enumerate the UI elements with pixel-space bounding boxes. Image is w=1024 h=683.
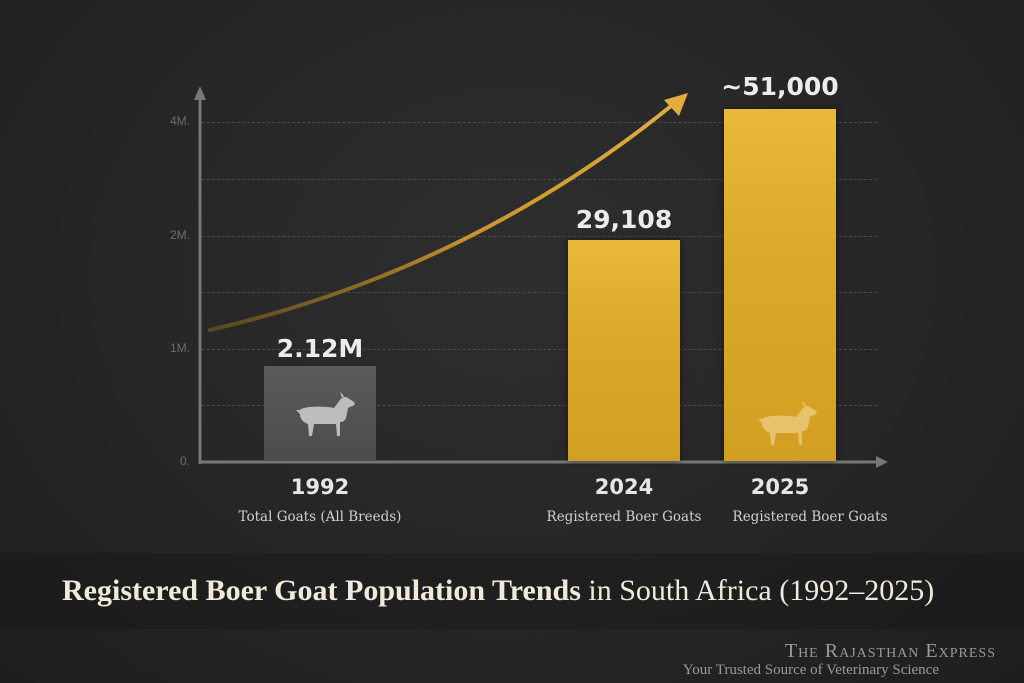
title-band [0, 553, 1024, 629]
x-sublabel-2025: Registered Boer Goats [732, 509, 888, 525]
goat-icon [758, 401, 817, 445]
bar-2024 [568, 240, 680, 461]
y-axis-arrow-icon [194, 86, 206, 100]
x-label-1992: 1992 [290, 475, 350, 499]
brand-name: The Rajasthan Express [784, 640, 996, 662]
bar-1992 [264, 366, 376, 461]
x-axis-arrow-icon [876, 456, 888, 468]
y-tick-1m: 1M. [169, 341, 190, 355]
y-tick-4m: 4M. [169, 114, 190, 128]
gridline [202, 349, 877, 350]
chart-title-regular: in South Africa (1992–2025) [580, 574, 935, 607]
x-label-2024: 2024 [594, 475, 654, 499]
x-sublabel-2024: Registered Boer Goats [546, 509, 702, 525]
chart-title-bold: Registered Boer Goat Population Trends [62, 574, 581, 607]
brand-tagline: Your Trusted Source of Veterinary Scienc… [682, 662, 939, 678]
value-label-2025: ~51,000 [721, 72, 839, 101]
value-label-1992: 2.12M [276, 334, 364, 363]
gridline [202, 179, 877, 180]
gridline [202, 292, 877, 293]
gridline [202, 405, 877, 406]
chart-title: Registered Boer Goat Population Trends i… [62, 574, 934, 608]
x-sublabel-1992: Total Goats (All Breeds) [238, 509, 402, 525]
x-label-2025: 2025 [750, 475, 810, 499]
y-tick-2m: 2M. [169, 228, 190, 242]
value-label-2024: 29,108 [575, 205, 673, 234]
goat-icon [296, 392, 355, 436]
y-tick-0: 0. [179, 454, 190, 468]
gridline [202, 122, 877, 123]
bar-2025 [724, 109, 836, 461]
gridline [202, 236, 877, 237]
